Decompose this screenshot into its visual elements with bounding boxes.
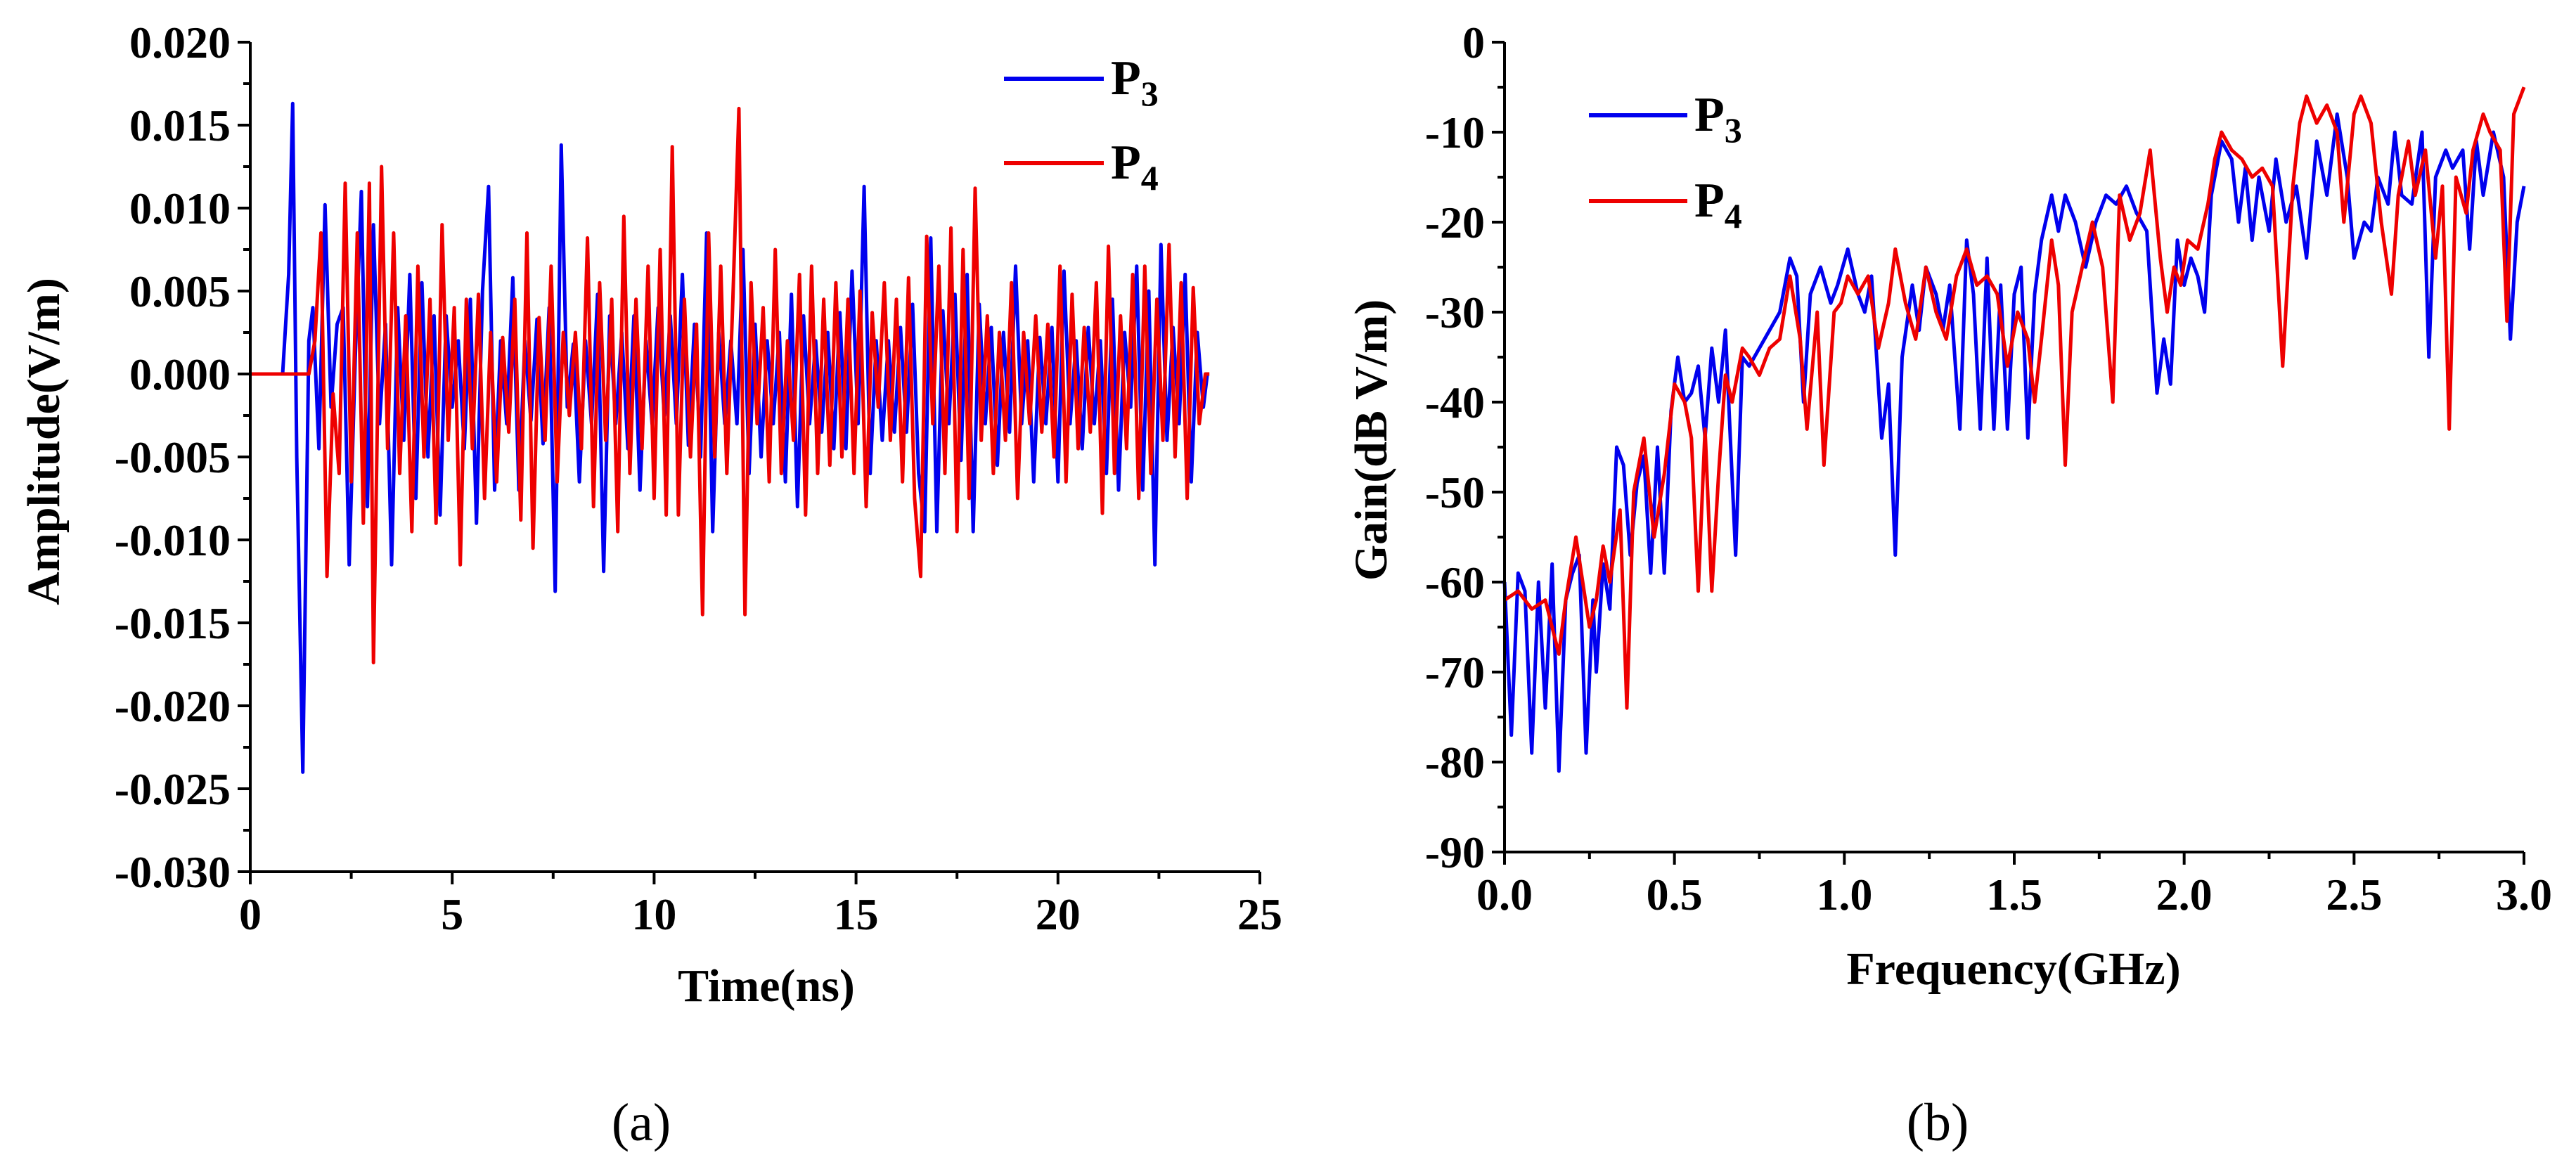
chart-b-axes xyxy=(1503,42,2524,853)
chart-a-y-tick-label: 0.020 xyxy=(129,18,231,67)
chart-b-x-tick-label: 3.0 xyxy=(2496,870,2552,920)
chart-b-x-tick-label: 1.5 xyxy=(1986,870,2042,920)
chart-a-x-tick-label: 25 xyxy=(1237,889,1282,939)
chart-b-y-tick-label: -50 xyxy=(1425,467,1485,517)
chart-b-y-tick-label: 0 xyxy=(1462,18,1485,67)
chart-b-y-tick-label: -20 xyxy=(1425,198,1485,247)
chart-a: 0.020 0.015 0.010 0.005 0.000 -0.005 -0.010 -0.… xyxy=(18,18,1282,1012)
chart-a-x-tick-label: 0 xyxy=(239,889,262,939)
chart-a-y-tick-label: -0.025 xyxy=(115,764,231,814)
chart-b-series-p3 xyxy=(1502,112,2526,773)
chart-b-y-tick-label: -90 xyxy=(1425,827,1485,877)
chart-a-y-tick-label: 0.010 xyxy=(129,183,231,233)
chart-b-legend-label: P4 xyxy=(1694,174,1742,236)
chart-a-legend-label: P4 xyxy=(1111,136,1159,198)
chart-a-y-tick-label: 0.000 xyxy=(129,349,231,399)
chart-b-x-tick-label: 0.5 xyxy=(1647,870,1703,920)
chart-b-y-tick-label: -30 xyxy=(1425,288,1485,337)
chart-b-x-axis-title: Frequency(GHz) xyxy=(1846,943,2180,995)
chart-b-x-tick-label: 1.0 xyxy=(1816,870,1872,920)
chart-a-axes xyxy=(249,42,1260,873)
chart-b-y-tick-label: -80 xyxy=(1425,737,1485,787)
chart-a-legend-label: P3 xyxy=(1111,51,1159,113)
chart-b-y-axis-title: Gain(dB V/m) xyxy=(1346,299,1397,581)
chart-a-y-tick-label: 0.015 xyxy=(129,101,231,150)
panel-label-b: (b) xyxy=(1907,1093,1969,1152)
chart-a-y-tick-label: -0.020 xyxy=(115,681,231,731)
chart-b-series xyxy=(1502,86,2526,773)
chart-a-y-axis-title: Amplitude(V/m) xyxy=(18,278,70,605)
chart-a-x-axis-title: Time(ns) xyxy=(678,960,855,1012)
chart-b-x-tick-label: 0.0 xyxy=(1476,870,1533,920)
chart-b: 0 -10 -20 -30 -40 -50 -60 -70 -80 -900.0 0.5 1.0 1.5… xyxy=(1346,18,2552,995)
chart-b-x-tick-label: 2.0 xyxy=(2156,870,2213,920)
chart-b-series-p4 xyxy=(1503,86,2526,710)
chart-a-x-tick-label: 15 xyxy=(834,889,879,939)
chart-a-ticks: 0.020 0.015 0.010 0.005 0.000 -0.005 -0.010 -0.… xyxy=(115,18,1282,939)
chart-a-series xyxy=(250,101,1210,774)
chart-b-y-tick-label: -70 xyxy=(1425,647,1485,697)
chart-a-x-tick-label: 10 xyxy=(631,889,676,939)
chart-a-x-tick-label: 5 xyxy=(441,889,463,939)
chart-b-legend-label: P3 xyxy=(1694,88,1742,150)
chart-a-y-tick-label: -0.005 xyxy=(115,432,231,482)
panel-label-a: (a) xyxy=(612,1093,671,1152)
chart-b-y-tick-label: -60 xyxy=(1425,557,1485,607)
chart-b-y-tick-label: -10 xyxy=(1425,108,1485,157)
chart-b-ticks: 0 -10 -20 -30 -40 -50 -60 -70 -80 -900.0 0.5 1.0 1.5… xyxy=(1425,18,2552,920)
chart-a-series-p4 xyxy=(250,106,1210,665)
chart-a-y-tick-label: -0.010 xyxy=(115,515,231,565)
chart-a-y-tick-label: -0.015 xyxy=(115,598,231,648)
chart-b-x-tick-label: 2.5 xyxy=(2326,870,2382,920)
chart-a-y-tick-label: 0.005 xyxy=(129,266,231,316)
chart-b-y-tick-label: -40 xyxy=(1425,378,1485,427)
chart-a-x-tick-label: 20 xyxy=(1036,889,1081,939)
chart-a-y-tick-label: -0.030 xyxy=(115,847,231,897)
